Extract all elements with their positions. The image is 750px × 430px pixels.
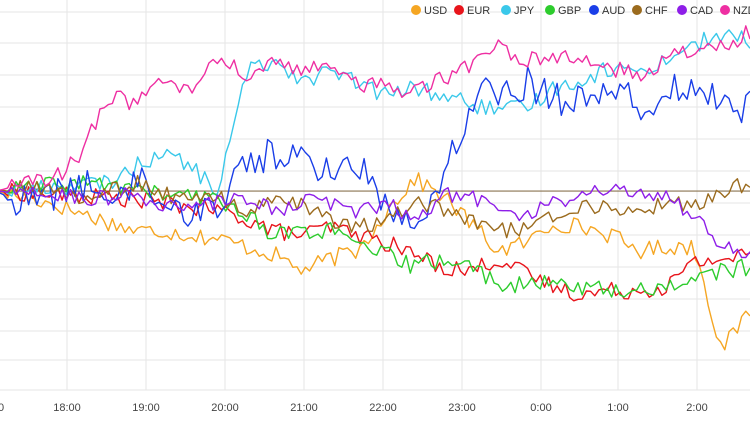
series-line-cad — [0, 183, 750, 259]
legend-label: GBP — [558, 5, 581, 17]
legend-label: USD — [424, 5, 447, 17]
legend-item-aud[interactable]: AUD — [589, 5, 625, 17]
legend-swatch — [589, 5, 599, 15]
legend-item-eur[interactable]: EUR — [454, 5, 490, 17]
x-axis: 0 18:00 19:00 20:00 21:00 22:00 23:00 0:00 1:00 2… — [0, 402, 708, 414]
legend-swatch — [632, 5, 642, 15]
x-tick-label: 1:00 — [607, 402, 628, 414]
series-line-aud — [0, 66, 750, 230]
x-tick-label: 20:00 — [211, 402, 239, 414]
legend-swatch — [545, 5, 555, 15]
x-tick-label: 22:00 — [369, 402, 397, 414]
legend-label: CAD — [690, 5, 713, 17]
x-tick-label: 21:00 — [290, 402, 318, 414]
legend-label: NZD — [733, 5, 750, 17]
x-tick-label: 0:00 — [530, 402, 551, 414]
grid — [0, 0, 750, 391]
legend-swatch — [454, 5, 464, 15]
legend-item-chf[interactable]: CHF — [632, 5, 668, 17]
legend-label: EUR — [467, 5, 490, 17]
legend-swatch — [720, 5, 730, 15]
legend-swatch — [501, 5, 511, 15]
legend-swatch — [677, 5, 687, 15]
legend-swatch — [411, 5, 421, 15]
series-line-jpy — [0, 29, 750, 197]
legend-item-jpy[interactable]: JPY — [501, 5, 535, 17]
legend-label: JPY — [514, 5, 535, 17]
x-tick-label: 19:00 — [132, 402, 160, 414]
x-tick-label: 0 — [0, 402, 4, 414]
legend-item-cad[interactable]: CAD — [677, 5, 713, 17]
legend[interactable]: USD EUR JPY GBP AUD CHF CAD NZD — [411, 5, 750, 17]
series-lines — [0, 25, 750, 351]
series-line-nzd — [0, 25, 750, 191]
x-tick-label: 18:00 — [53, 402, 81, 414]
legend-item-nzd[interactable]: NZD — [720, 5, 750, 17]
x-tick-label: 23:00 — [448, 402, 476, 414]
legend-item-gbp[interactable]: GBP — [545, 5, 581, 17]
series-line-eur — [0, 182, 750, 302]
x-tick-label: 2:00 — [686, 402, 707, 414]
legend-label: AUD — [602, 5, 625, 17]
legend-item-usd[interactable]: USD — [411, 5, 447, 17]
legend-label: CHF — [645, 5, 668, 17]
